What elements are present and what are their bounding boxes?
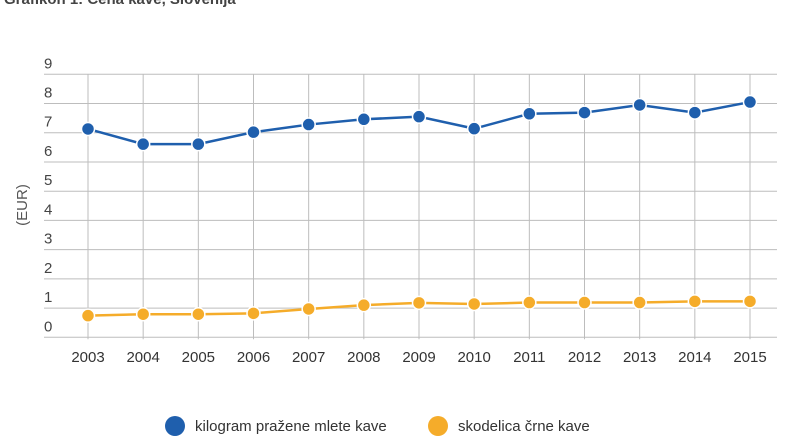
- data-point: [742, 294, 758, 309]
- data-point: [301, 117, 316, 132]
- x-tick-label: 2010: [457, 349, 490, 366]
- data-point: [687, 294, 703, 309]
- x-tick-label: 2003: [71, 349, 104, 366]
- line-chart: 0 1 2 3 4 5 6 7 8 9 2003 2004 2005 2006 2007 2008 2009 20…: [14, 55, 777, 366]
- x-tick-label: 2014: [678, 349, 711, 366]
- data-point: [246, 306, 261, 321]
- chart-title: Grafikon 1: Cena kave, Slovenija: [4, 0, 236, 8]
- data-point: [135, 136, 151, 152]
- data-point: [301, 301, 316, 317]
- x-tick-label: 2009: [402, 349, 435, 366]
- legend-item-kilogram[interactable]: kilogram pražene mlete kave: [165, 416, 387, 436]
- data-point: [742, 94, 758, 110]
- data-point: [577, 105, 592, 120]
- y-tick-label: 0: [44, 318, 52, 335]
- x-tick-label: 2006: [237, 349, 270, 366]
- data-point: [80, 308, 96, 323]
- legend-item-skodelica[interactable]: skodelica črne kave: [428, 416, 590, 436]
- y-tick-label: 7: [44, 114, 52, 131]
- data-point: [411, 295, 427, 311]
- y-tick-label: 5: [44, 172, 52, 189]
- data-point: [687, 105, 703, 120]
- y-axis-label: (EUR): [14, 184, 31, 226]
- legend-marker-orange: [428, 416, 448, 436]
- y-tick-label: 3: [44, 231, 52, 248]
- data-point: [80, 121, 96, 137]
- x-tick-label: 2015: [733, 349, 766, 366]
- data-point: [411, 109, 427, 124]
- legend: kilogram pražene mlete kave skodelica čr…: [0, 416, 786, 438]
- data-point: [135, 306, 151, 322]
- data-point: [356, 297, 372, 313]
- data-point: [191, 306, 206, 322]
- data-point: [466, 296, 482, 312]
- data-point: [466, 121, 482, 136]
- data-point: [632, 295, 647, 310]
- y-tick-label: 8: [44, 85, 52, 102]
- y-tick-label: 6: [44, 143, 52, 160]
- y-tick-label: 4: [44, 201, 52, 218]
- data-point: [522, 295, 537, 310]
- x-tick-label: 2008: [347, 349, 380, 366]
- data-point: [191, 136, 206, 152]
- data-point: [632, 97, 647, 113]
- legend-marker-blue: [165, 416, 185, 436]
- x-tick-label: 2012: [568, 349, 601, 366]
- data-point: [246, 124, 261, 140]
- data-point: [577, 295, 592, 310]
- x-tick-label: 2013: [623, 349, 656, 366]
- x-tick-label: 2011: [513, 349, 545, 366]
- x-tick-label: 2007: [292, 349, 325, 366]
- data-point: [522, 106, 537, 121]
- x-tick-label: 2005: [182, 349, 215, 366]
- legend-label: skodelica črne kave: [458, 417, 590, 435]
- y-tick-label: 9: [44, 55, 52, 72]
- legend-label: kilogram pražene mlete kave: [195, 417, 387, 435]
- y-tick-label: 2: [44, 260, 52, 277]
- x-tick-label: 2004: [126, 349, 159, 366]
- y-tick-label: 1: [44, 289, 52, 306]
- data-point: [356, 112, 372, 127]
